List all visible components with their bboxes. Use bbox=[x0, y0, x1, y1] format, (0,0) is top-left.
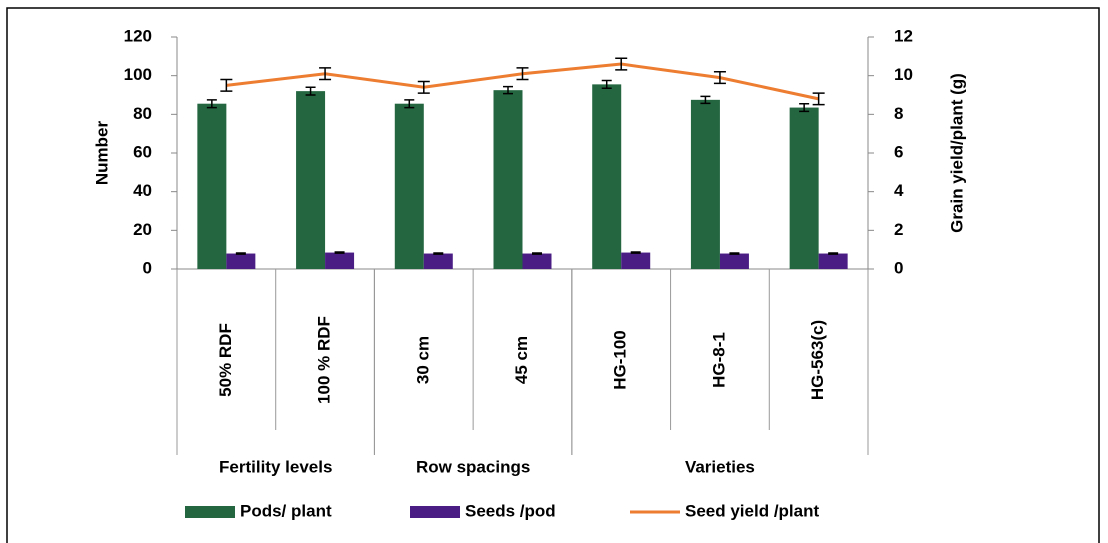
bar bbox=[621, 252, 651, 269]
group-label: Row spacings bbox=[416, 457, 530, 476]
frame bbox=[6, 7, 1100, 543]
y-tick-label: 120 bbox=[124, 26, 152, 45]
error-bar bbox=[532, 252, 542, 255]
error-bar bbox=[235, 252, 246, 255]
x-tick-label: HG-100 bbox=[611, 330, 630, 390]
y2-tick-label: 8 bbox=[894, 104, 903, 123]
bar bbox=[789, 107, 819, 269]
x-tick-label: HG-563(c) bbox=[808, 320, 827, 400]
group-label: Varieties bbox=[685, 457, 755, 476]
bar bbox=[197, 103, 227, 269]
x-tick-label: 30 cm bbox=[413, 336, 432, 384]
y2-axis-title: Grain yield/plant (g) bbox=[947, 73, 966, 233]
bar bbox=[493, 90, 523, 270]
group-label: Fertility levels bbox=[219, 457, 332, 476]
x-tick-label: 45 cm bbox=[512, 336, 531, 384]
y-axis-title: Number bbox=[92, 121, 111, 186]
error-bar bbox=[601, 79, 612, 89]
y2-tick-label: 4 bbox=[894, 181, 904, 200]
bar bbox=[226, 253, 256, 269]
y-tick-label: 20 bbox=[133, 220, 152, 239]
y2-tick-label: 6 bbox=[894, 142, 903, 161]
legend-swatch bbox=[410, 506, 460, 518]
bar bbox=[325, 252, 355, 269]
legend-label: Pods/ plant bbox=[240, 501, 332, 520]
error-bar bbox=[305, 86, 316, 96]
bar bbox=[394, 103, 424, 269]
error-bar bbox=[812, 92, 825, 106]
error-bar bbox=[433, 252, 444, 255]
bar bbox=[818, 253, 848, 269]
legend-swatch bbox=[185, 506, 235, 518]
x-tick-label: 50% RDF bbox=[216, 323, 235, 397]
error-bar bbox=[799, 102, 810, 113]
legend-label: Seed yield /plant bbox=[685, 501, 819, 520]
error-bar bbox=[206, 99, 217, 109]
error-bar bbox=[713, 71, 726, 85]
bar bbox=[719, 253, 749, 269]
y-tick-label: 80 bbox=[133, 104, 152, 123]
error-bar bbox=[220, 78, 233, 92]
bar bbox=[423, 253, 453, 269]
y-tick-label: 60 bbox=[133, 142, 152, 161]
legend-label: Seeds /pod bbox=[465, 501, 556, 520]
bar bbox=[690, 99, 720, 269]
error-bar bbox=[334, 251, 345, 254]
error-bar bbox=[404, 99, 415, 109]
y2-tick-label: 2 bbox=[894, 220, 903, 239]
error-bar bbox=[729, 252, 740, 255]
y-tick-label: 40 bbox=[133, 181, 152, 200]
y-tick-label: 100 bbox=[124, 65, 152, 84]
y2-tick-label: 0 bbox=[894, 258, 903, 277]
error-bar bbox=[516, 67, 529, 81]
error-bar bbox=[828, 252, 839, 255]
error-bar bbox=[503, 85, 513, 95]
x-tick-label: HG-8-1 bbox=[709, 332, 728, 388]
bar bbox=[296, 91, 326, 269]
y-tick-label: 0 bbox=[143, 258, 152, 277]
error-bar bbox=[319, 67, 332, 81]
y2-tick-label: 10 bbox=[894, 65, 913, 84]
x-tick-label: 100 % RDF bbox=[315, 316, 334, 404]
bar bbox=[592, 84, 622, 269]
error-bar bbox=[615, 57, 628, 71]
error-bar bbox=[630, 251, 641, 254]
bar bbox=[522, 253, 552, 269]
error-bar bbox=[417, 80, 430, 94]
error-bar bbox=[700, 95, 711, 105]
y2-tick-label: 12 bbox=[894, 26, 913, 45]
